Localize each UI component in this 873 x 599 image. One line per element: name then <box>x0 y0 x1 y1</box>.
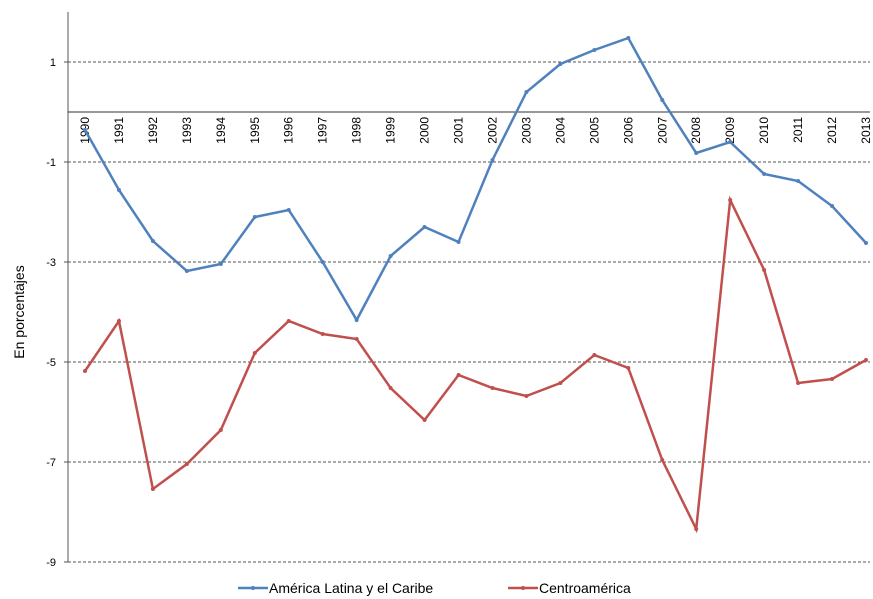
x-tick-label: 2008 <box>689 117 703 144</box>
point <box>864 358 868 362</box>
legend-marker <box>251 586 255 590</box>
point <box>490 158 495 162</box>
point <box>626 36 631 40</box>
point <box>320 260 325 264</box>
point <box>524 394 529 398</box>
point <box>252 351 257 355</box>
point <box>320 332 325 336</box>
point <box>218 262 223 266</box>
point <box>524 90 529 94</box>
y-tick-label: -7 <box>46 457 56 469</box>
x-tick-label: 2012 <box>825 117 839 144</box>
point <box>626 366 631 370</box>
x-tick-label: 2006 <box>621 117 635 144</box>
x-tick-label: 2001 <box>452 117 466 144</box>
point <box>592 48 597 52</box>
point <box>116 188 121 192</box>
legend-label: América Latina y el Caribe <box>269 580 433 596</box>
point <box>728 198 733 202</box>
point <box>796 381 801 385</box>
point <box>388 386 393 390</box>
x-tick-label: 2003 <box>519 117 533 144</box>
point <box>83 369 87 373</box>
point <box>762 268 767 272</box>
point <box>830 204 835 208</box>
x-tick-label: 2004 <box>553 117 567 144</box>
x-tick-label: 1996 <box>282 117 296 144</box>
x-tick-label: 2000 <box>418 117 432 144</box>
point <box>286 208 291 212</box>
point <box>592 353 597 357</box>
x-tick-label: 1999 <box>384 117 398 144</box>
y-axis-label: En porcentajes <box>11 265 27 358</box>
point <box>218 428 223 432</box>
point <box>660 98 665 102</box>
x-tick-label: 1993 <box>180 117 194 144</box>
x-tick-label: 1997 <box>316 117 330 144</box>
point <box>354 318 359 322</box>
x-tick-label: 1992 <box>146 117 160 144</box>
x-tick-label: 2013 <box>859 117 873 144</box>
series-line <box>83 36 867 323</box>
point <box>728 140 733 144</box>
point <box>150 239 155 243</box>
y-tick-label: 1 <box>50 57 56 69</box>
point <box>864 241 868 245</box>
point <box>456 373 461 377</box>
point <box>116 319 121 323</box>
point <box>83 128 87 132</box>
point <box>694 151 699 155</box>
point <box>456 240 461 244</box>
point <box>660 458 665 462</box>
point <box>422 225 427 229</box>
x-tick-label: 1991 <box>112 117 126 144</box>
point <box>796 179 801 183</box>
point <box>184 462 189 466</box>
legend-marker <box>521 586 525 590</box>
point <box>422 418 427 422</box>
point <box>354 337 359 341</box>
point <box>558 62 563 66</box>
series-line <box>83 195 867 534</box>
point <box>286 319 291 323</box>
point <box>150 487 155 491</box>
point <box>252 215 257 219</box>
x-tick-label: 2002 <box>485 117 499 144</box>
point <box>558 381 563 385</box>
x-tick-label: 2007 <box>655 117 669 144</box>
x-tick-label: 2010 <box>757 117 771 144</box>
point <box>694 527 699 531</box>
x-tick-label: 2005 <box>587 117 601 144</box>
y-tick-label: -9 <box>46 557 56 569</box>
point <box>184 269 189 273</box>
x-tick-label: 2011 <box>791 117 805 143</box>
point <box>490 386 495 390</box>
point <box>388 254 393 258</box>
legend-label: Centroamérica <box>539 580 631 596</box>
y-tick-label: -1 <box>46 157 56 169</box>
x-tick-label: 1998 <box>350 117 364 144</box>
point <box>830 377 835 381</box>
y-tick-label: -5 <box>46 357 56 369</box>
x-tick-label: 2009 <box>723 117 737 144</box>
y-tick-label: -3 <box>46 257 56 269</box>
x-tick-label: 1994 <box>214 117 228 144</box>
x-tick-label: 1995 <box>248 117 262 144</box>
point <box>762 172 767 176</box>
